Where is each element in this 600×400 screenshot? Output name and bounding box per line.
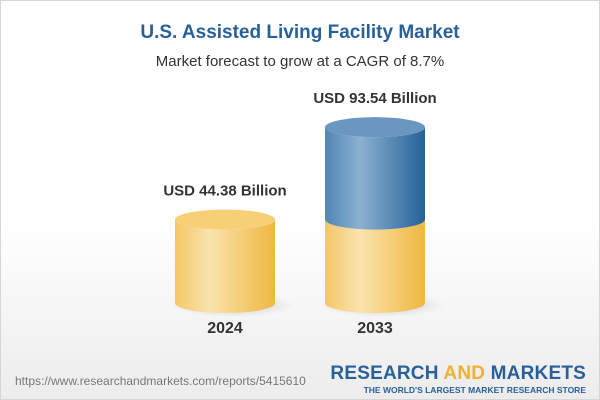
cylinder-base-2024 [175, 219, 275, 313]
category-label: 2033 [357, 320, 393, 337]
chart-subtitle: Market forecast to grow at a CAGR of 8.7… [155, 53, 445, 70]
cylinder-top-2033 [325, 117, 425, 138]
cylinder-top-2024 [175, 209, 275, 230]
data-label: USD 44.38 Billion [163, 183, 286, 200]
data-label: USD 93.54 Billion [313, 90, 436, 107]
source-url[interactable]: https://www.researchandmarkets.com/repor… [15, 374, 306, 388]
chart-title: U.S. Assisted Living Facility Market [140, 22, 460, 43]
cylinder-growth-2033 [325, 127, 425, 230]
research-and-markets-logo: RESEARCH AND MARKETS THE WORLD'S LARGEST… [330, 363, 586, 396]
category-label: 2024 [207, 320, 243, 337]
cylinder-base-2033 [325, 219, 425, 313]
